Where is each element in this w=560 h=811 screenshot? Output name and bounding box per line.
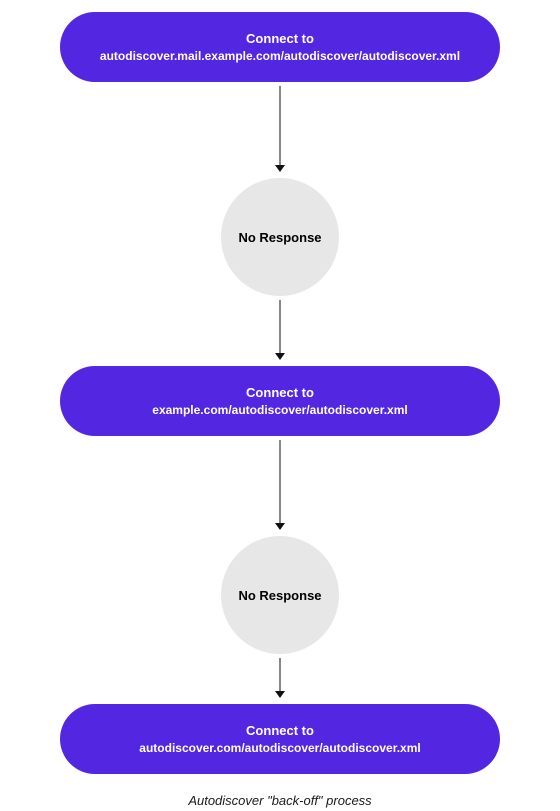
arrow-down-icon bbox=[273, 658, 287, 698]
flow-edge-2 bbox=[270, 300, 290, 360]
flow-edge-1 bbox=[270, 86, 290, 172]
flow-node-step2-line2: example.com/autodiscover/autodiscover.xm… bbox=[152, 402, 407, 418]
arrow-down-icon bbox=[273, 300, 287, 360]
flow-edge-4 bbox=[270, 658, 290, 698]
diagram-caption: Autodiscover "back-off" process bbox=[0, 793, 560, 808]
flow-node-step3: Connect to autodiscover.com/autodiscover… bbox=[60, 704, 500, 774]
flow-node-step2: Connect to example.com/autodiscover/auto… bbox=[60, 366, 500, 436]
flow-node-step2-line1: Connect to bbox=[246, 384, 314, 402]
flow-node-step3-line2: autodiscover.com/autodiscover/autodiscov… bbox=[139, 740, 420, 756]
flow-node-resp2: No Response bbox=[221, 536, 339, 654]
flow-node-resp2-label: No Response bbox=[238, 588, 321, 603]
diagram-caption-text: Autodiscover "back-off" process bbox=[188, 793, 371, 808]
arrow-down-icon bbox=[273, 86, 287, 172]
flow-edge-3 bbox=[270, 440, 290, 530]
flow-node-step3-line1: Connect to bbox=[246, 722, 314, 740]
flow-node-step1-line1: Connect to bbox=[246, 30, 314, 48]
arrow-down-icon bbox=[273, 440, 287, 530]
flow-node-resp1-label: No Response bbox=[238, 230, 321, 245]
flow-node-step1: Connect to autodiscover.mail.example.com… bbox=[60, 12, 500, 82]
flowchart-canvas: Connect to autodiscover.mail.example.com… bbox=[0, 0, 560, 811]
flow-node-resp1: No Response bbox=[221, 178, 339, 296]
flow-node-step1-line2: autodiscover.mail.example.com/autodiscov… bbox=[100, 48, 460, 64]
